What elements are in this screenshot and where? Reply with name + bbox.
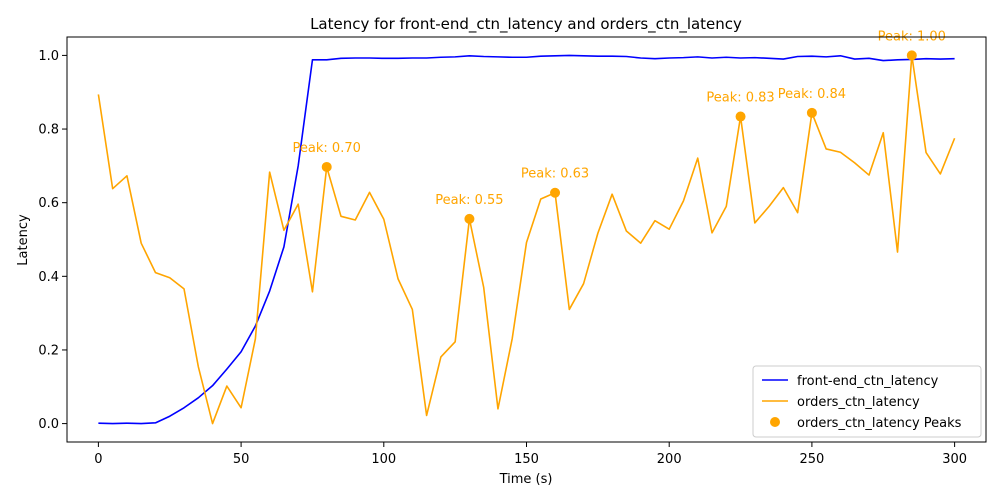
y-tick-label: 0.6 xyxy=(38,196,59,211)
chart-title: Latency for front-end_ctn_latency and or… xyxy=(310,15,742,34)
legend-label-peaks: orders_ctn_latency Peaks xyxy=(797,416,962,431)
x-tick-label: 300 xyxy=(942,452,967,467)
peak-point-3 xyxy=(735,111,746,122)
x-tick-label: 50 xyxy=(233,452,250,467)
y-tick-label: 0.4 xyxy=(38,270,59,285)
peak-point-1 xyxy=(464,213,475,224)
peak-label-0: Peak: 0.70 xyxy=(293,141,361,156)
legend-box xyxy=(752,365,982,438)
y-tick-label: 0.2 xyxy=(38,343,59,358)
peak-label-4: Peak: 0.84 xyxy=(778,87,846,102)
peak-label-1: Peak: 0.55 xyxy=(435,193,503,208)
x-axis: 0 50 100 150 200 250 300 xyxy=(94,442,967,467)
peak-point-0 xyxy=(321,161,332,172)
y-tick-label: 1.0 xyxy=(38,49,59,64)
x-tick-label: 100 xyxy=(371,452,396,467)
plot-area: Peak: 0.70 Peak: 0.55 Peak: 0.63 Peak: 0.83… xyxy=(97,29,956,425)
x-tick-label: 200 xyxy=(657,452,682,467)
x-tick-label: 150 xyxy=(514,452,539,467)
x-axis-label: Time (s) xyxy=(499,472,553,487)
x-tick-label: 0 xyxy=(94,452,102,467)
peak-point-2 xyxy=(550,187,561,198)
x-tick-label: 250 xyxy=(799,452,824,467)
series-line-0 xyxy=(98,54,955,425)
y-axis-label: Latency xyxy=(16,214,31,266)
y-axis: 0.0 0.2 0.4 0.6 0.8 1.0 xyxy=(38,49,67,432)
y-tick-label: 0.0 xyxy=(38,417,59,432)
peak-point-5 xyxy=(906,50,917,61)
legend-label-orders: orders_ctn_latency xyxy=(797,395,920,410)
y-tick-label: 0.8 xyxy=(38,123,59,138)
legend-swatch-peaks xyxy=(770,417,780,427)
peak-label-2: Peak: 0.63 xyxy=(521,167,589,182)
peak-point-4 xyxy=(806,107,817,118)
legend-label-front-end: front-end_ctn_latency xyxy=(797,374,939,389)
peak-label-3: Peak: 0.83 xyxy=(706,91,774,106)
legend: front-end_ctn_latency orders_ctn_latency… xyxy=(752,365,982,438)
